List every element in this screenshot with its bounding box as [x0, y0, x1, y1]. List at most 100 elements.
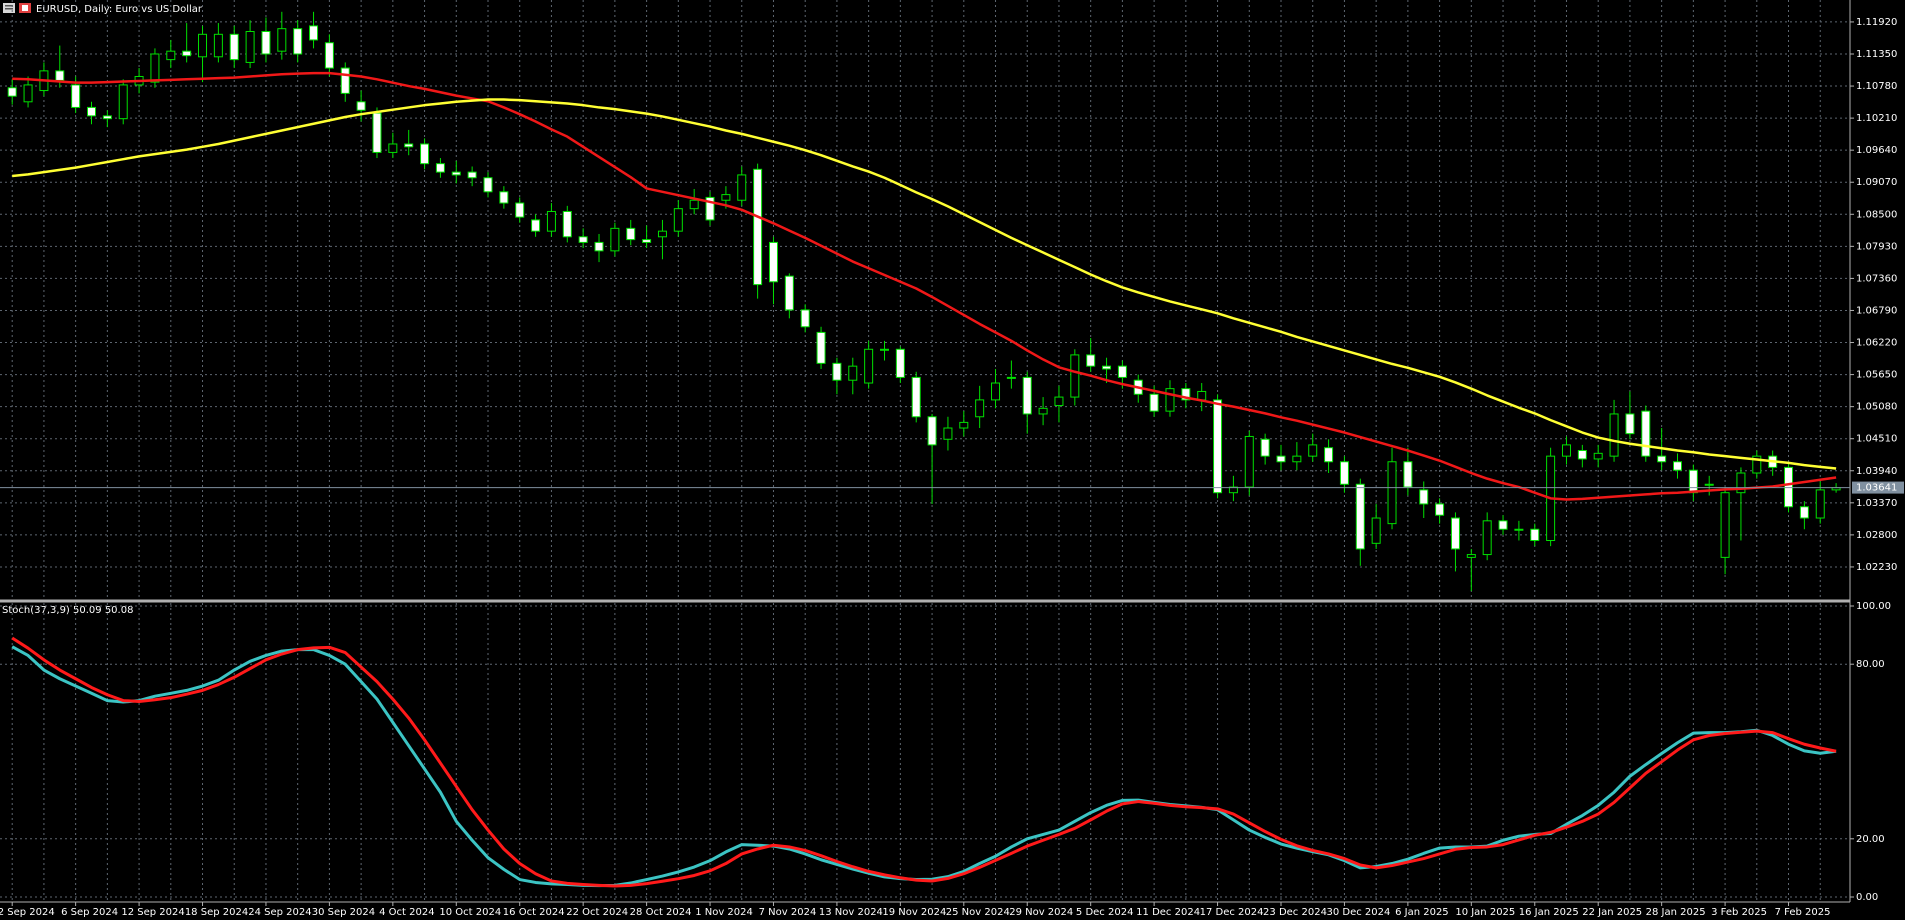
indicator-title: Stoch(37,3,9) 50.09 50.08 — [2, 605, 133, 616]
candle-body — [1197, 390, 1207, 401]
x-tick-label: 29 Nov 2024 — [1009, 907, 1073, 918]
symbol-icons — [3, 3, 31, 13]
candle-body — [1435, 503, 1445, 516]
candle-body — [721, 194, 731, 201]
x-tick-label: 2 Sep 2024 — [0, 907, 55, 918]
candle-body — [626, 227, 636, 241]
candle-body — [1625, 413, 1635, 435]
candle-body — [1086, 354, 1096, 367]
candle-body — [1070, 354, 1080, 398]
candle-body — [880, 348, 889, 351]
candle-body — [1292, 455, 1302, 463]
candle-body — [515, 202, 525, 218]
bid-label-box — [1852, 481, 1904, 494]
candle-body — [895, 348, 905, 378]
candle-body — [531, 219, 541, 232]
y-tick-label: 1.11350 — [1856, 49, 1897, 60]
candle-body — [768, 241, 778, 283]
y-tick-label: 100.00 — [1856, 601, 1891, 612]
y-tick-label: 1.09640 — [1856, 145, 1897, 156]
y-tick-label: 1.10780 — [1856, 81, 1897, 92]
candle-body — [1276, 455, 1286, 463]
oscillator-line — [11, 636, 1837, 888]
candle-body — [150, 53, 160, 83]
candle-body — [1228, 486, 1238, 494]
y-tick-label: 80.00 — [1856, 659, 1885, 670]
candle-body — [483, 177, 493, 193]
y-tick-label: 1.11920 — [1856, 17, 1897, 28]
y-tick-label: 1.02800 — [1856, 530, 1897, 541]
candle-body — [1641, 410, 1651, 457]
candle-body — [832, 362, 842, 381]
candle-body — [1387, 461, 1397, 525]
candle-body — [467, 171, 477, 179]
candle-body — [1514, 528, 1524, 531]
candle-body — [1117, 365, 1127, 378]
candle-body — [420, 143, 430, 165]
x-tick-label: 13 Nov 2024 — [819, 907, 883, 918]
x-tick-label: 6 Jan 2025 — [1395, 907, 1449, 918]
candle-body — [1339, 461, 1349, 485]
icon — [5, 5, 13, 7]
x-tick-label: 24 Sep 2024 — [248, 907, 311, 918]
moving-average — [12, 98, 1837, 470]
candle-body — [118, 84, 128, 120]
candle-body — [1038, 407, 1048, 415]
candle-body — [309, 25, 319, 41]
candle-body — [1260, 438, 1270, 457]
candle-body — [277, 28, 287, 52]
x-tick-label: 1 Nov 2024 — [695, 907, 753, 918]
candle-body — [356, 101, 366, 111]
candle-body — [372, 112, 382, 153]
y-tick-label: 1.03940 — [1856, 466, 1897, 477]
y-tick-label: 1.05650 — [1856, 370, 1897, 381]
candle-body — [1165, 388, 1175, 412]
candle-body — [324, 42, 334, 69]
x-tick-label: 30 Dec 2024 — [1326, 907, 1390, 918]
x-tick-label: 23 Dec 2024 — [1263, 907, 1327, 918]
x-tick-label: 17 Dec 2024 — [1200, 907, 1264, 918]
candle-body — [71, 84, 81, 108]
candle-body — [293, 28, 303, 55]
candle-body — [1561, 444, 1571, 457]
candle-body — [1324, 447, 1334, 463]
candle-body — [562, 210, 572, 238]
candle-body — [1181, 388, 1191, 401]
candle-body — [1102, 365, 1112, 370]
candle-body — [1419, 489, 1429, 505]
candle-body — [451, 171, 461, 176]
x-tick-label: 10 Oct 2024 — [439, 907, 501, 918]
x-tick-label: 12 Sep 2024 — [121, 907, 184, 918]
x-tick-label: 18 Sep 2024 — [185, 907, 248, 918]
candle-body — [1799, 506, 1809, 519]
candle-body — [1308, 444, 1318, 457]
candle-body — [1593, 452, 1603, 460]
candle-body — [55, 70, 65, 81]
candle-body — [198, 33, 208, 58]
candle-body — [1403, 461, 1413, 488]
candle-body — [642, 239, 652, 243]
candle-body — [911, 376, 921, 418]
candle-body — [927, 416, 937, 446]
candle-body — [546, 210, 556, 232]
y-tick-label: 1.08500 — [1856, 209, 1897, 220]
candle-body — [657, 230, 667, 238]
candle-body — [864, 348, 874, 384]
candle-body — [1244, 435, 1254, 488]
candle-body — [1752, 455, 1762, 474]
candle-body — [229, 33, 239, 61]
x-tick-label: 28 Jan 2025 — [1646, 907, 1706, 918]
moving-average — [12, 71, 1837, 501]
x-tick-label: 16 Oct 2024 — [503, 907, 565, 918]
candle-body — [673, 208, 683, 232]
candle-body — [213, 33, 223, 58]
candle-body — [340, 67, 350, 94]
x-tick-label: 5 Dec 2024 — [1076, 907, 1134, 918]
candle-body — [166, 50, 176, 61]
y-tick-label: 1.03370 — [1856, 498, 1897, 509]
candle-body — [499, 191, 509, 204]
candle-body — [1006, 376, 1016, 379]
candle-body — [753, 168, 763, 286]
